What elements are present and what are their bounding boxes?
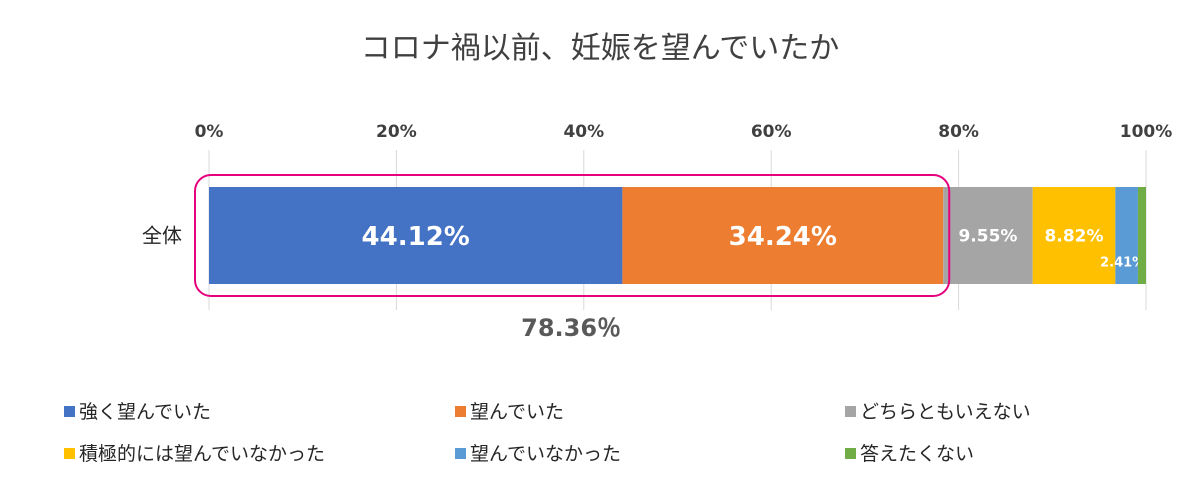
x-tick-label: 0% <box>195 122 224 142</box>
legend-label: どちらともいえない <box>860 401 1031 423</box>
y-axis: 全体 <box>142 224 182 248</box>
bar-segment <box>1115 187 1138 284</box>
chart-title: コロナ禍以前、妊娠を望んでいたか <box>361 31 840 66</box>
legend-item: 強く望んでいた <box>64 401 211 423</box>
x-tick-label: 40% <box>563 122 604 142</box>
legend-swatch <box>455 448 466 459</box>
x-tick-label: 20% <box>376 122 417 142</box>
bar-series: 44.12% 34.24% 9.55% 8.82% 2.41% <box>209 187 1146 284</box>
legend-label: 答えたくない <box>860 443 974 465</box>
y-tick-label: 全体 <box>142 224 182 248</box>
bar-segment <box>209 187 623 284</box>
legend-item: 望んでいた <box>455 401 564 423</box>
legend-item: 積極的には望んでいなかった <box>64 443 325 465</box>
data-label: 34.24% <box>729 222 837 252</box>
highlight-box <box>194 174 951 297</box>
bar-segment <box>943 187 1033 284</box>
data-label: 44.12% <box>362 222 470 252</box>
legend-swatch <box>64 448 75 459</box>
bar-segment <box>622 187 944 284</box>
data-label: 9.55% <box>958 227 1017 247</box>
legend-item: 答えたくない <box>845 443 974 465</box>
legend-swatch <box>455 406 466 417</box>
legend-swatch <box>64 406 75 417</box>
legend-item: どちらともいえない <box>845 401 1031 423</box>
sum-label: 78.36％ <box>521 314 621 342</box>
legend-label: 望んでいなかった <box>470 443 621 465</box>
x-tick-label: 80% <box>938 122 979 142</box>
legend-item: 望んでいなかった <box>455 443 621 465</box>
bar-segment <box>1137 187 1146 284</box>
legend-label: 望んでいた <box>470 401 564 423</box>
bar-segment <box>1032 187 1116 284</box>
data-label: 2.41% <box>1100 256 1145 271</box>
data-label: 8.82% <box>1045 227 1104 247</box>
legend-swatch <box>845 448 856 459</box>
legend-swatch <box>845 406 856 417</box>
legend-label: 強く望んでいた <box>79 401 211 423</box>
x-tick-label: 60% <box>751 122 792 142</box>
legend-label: 積極的には望んでいなかった <box>79 443 325 465</box>
annotation: 78.36％ <box>194 174 951 342</box>
x-axis: 0% 20% 40% 60% 80% 100% <box>195 122 1173 142</box>
x-tick-label: 100% <box>1120 122 1173 142</box>
